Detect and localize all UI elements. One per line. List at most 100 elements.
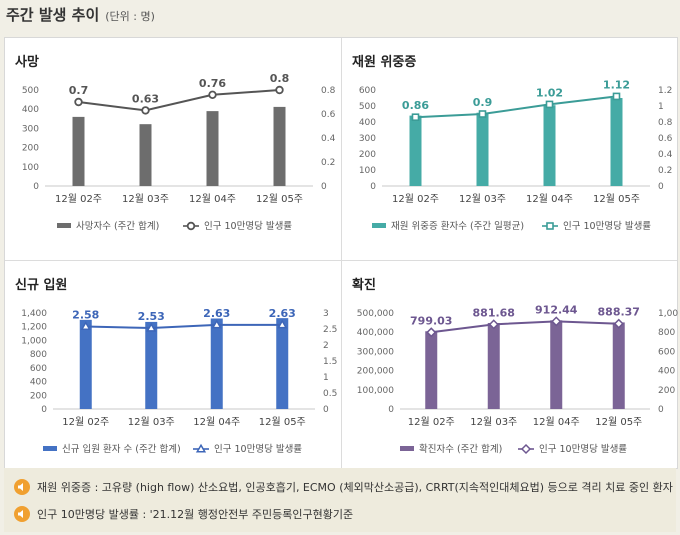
bar [409,115,422,186]
speaker-icon [14,479,30,495]
bar [476,112,489,186]
left-axis-tick: 0 [41,405,47,415]
bar [487,322,500,409]
left-axis-tick: 300 [22,124,39,134]
left-axis-tick: 500 [22,86,39,96]
rate-point [612,92,621,101]
data-label: 799.03 [410,314,452,327]
right-axis-tick: 1 [658,102,664,112]
left-axis-tick: 600 [359,86,376,96]
chart-svg: 사망 0 100 200 300 400 500 0 0.2 0.4 0.6 0.8 12월 02주 12… [15,54,336,232]
left-axis-tick: 100 [22,163,39,173]
section-header: 주간 발생 추이 (단위 : 명) [6,4,155,28]
right-axis-tick: 1.2 [658,86,672,96]
x-axis-tick: 12월 04주 [533,416,580,428]
legend-line-marker [520,443,532,455]
bar [550,320,563,409]
x-axis-tick: 12월 04주 [526,193,573,205]
left-axis-tick: 0 [370,182,376,192]
bar [276,318,289,409]
panel-admissions: 신규 입원 0 200 400 600 800 1,000 1,200 1,400 0 0.5 1 1.… [5,261,341,483]
right-axis-tick: 1 [323,373,329,383]
bar [543,105,556,186]
left-axis-tick: 0 [388,405,394,415]
unit-label: (단위 : 명) [105,10,155,23]
x-axis-tick: 12월 05주 [595,416,642,428]
rate-line [85,323,283,330]
right-axis-tick: 1.5 [323,357,337,367]
panel-deaths: 사망 0 100 200 300 400 500 0 0.2 0.4 0.6 0.8 12월 02주 12… [5,38,341,260]
rate-point [141,106,150,115]
data-label: 2.53 [138,310,165,323]
bar [425,331,438,409]
rate-point [211,319,222,329]
legend-bar-label: 사망자수 (주간 합계) [76,220,159,232]
right-axis-tick: 0.6 [658,134,673,144]
x-axis-tick: 12월 03주 [128,416,175,428]
rate-point [478,110,487,118]
left-axis-tick: 100 [359,166,376,176]
right-axis-tick: 400 [658,367,675,377]
rate-point [613,318,624,329]
data-label: 1.12 [603,78,630,91]
panel-confirmed: 확진 0 100,000 200,000 300,000 400,000 500,000 0 2… [342,261,678,483]
data-label: 2.63 [203,307,230,320]
rate-point [208,90,217,99]
speaker-icon [14,506,30,522]
bar [79,319,92,409]
right-axis-tick: 0.5 [323,389,337,399]
footnote-rate: 인구 10만명당 발생률 : '21.12월 행정안전부 주민등록인구현황기준 [14,506,353,522]
right-axis-tick: 600 [658,347,675,357]
left-axis-tick: 400 [30,378,47,388]
left-axis-tick: 500 [359,102,376,112]
data-label: 0.86 [402,99,429,112]
chart-title: 신규 입원 [15,278,67,293]
panel-critical: 재원 위중증 0 100 200 300 400 500 600 0 0.2 0.4 0.6 0.8 1 1… [342,38,678,260]
rate-point [488,319,499,330]
data-label: 2.58 [72,308,99,321]
chart-title: 확진 [352,277,376,293]
left-axis-tick: 200 [22,144,39,154]
rate-line [78,89,280,112]
right-axis-tick: 800 [658,328,675,338]
legend-line-label: 인구 10만명당 발생률 [539,444,627,455]
rate-point [411,113,420,121]
legend-line-label: 인구 10만명당 발생률 [214,444,302,455]
bar [273,106,286,186]
chart-title: 재원 위중증 [352,55,416,70]
legend-bar-label: 신규 입원 환자 수 (주간 합계) [62,443,181,455]
rate-line [431,320,619,334]
grid-divider-horizontal [5,260,677,261]
charts-grid: 사망 0 100 200 300 400 500 0 0.2 0.4 0.6 0.8 12월 02주 12… [4,37,678,469]
bar [72,116,85,186]
legend-bar-swatch [372,223,386,228]
bar [210,318,223,409]
right-axis-tick: 3 [323,309,329,319]
right-axis-tick: 0 [321,182,327,192]
right-axis-tick: 0 [658,182,664,192]
x-axis-tick: 12월 02주 [62,416,109,428]
bar [610,98,623,186]
rate-point [80,321,91,330]
legend-bar-label: 확진자수 (주간 합계) [419,443,502,455]
data-label: 912.44 [535,303,578,316]
rate-point [545,100,554,109]
left-axis-tick: 600 [30,364,47,374]
chart-svg: 확진 0 100,000 200,000 300,000 400,000 500,000 0 2… [352,277,678,455]
left-axis-tick: 200,000 [357,367,394,377]
rate-point [426,327,437,338]
data-label: 888.37 [598,306,640,319]
right-axis-tick: 200 [658,386,675,396]
x-axis-tick: 12월 05주 [256,193,303,205]
left-axis-tick: 500,000 [357,309,394,319]
left-axis-tick: 300 [359,134,376,144]
right-axis-tick: 0.8 [658,118,673,128]
right-axis-tick: 2 [323,341,329,351]
right-axis-tick: 0.6 [321,110,336,120]
x-axis-tick: 12월 05주 [259,416,306,428]
legend-line-marker [186,221,196,231]
legend-bar-label: 재원 위중증 환자수 (주간 일평균) [391,220,524,232]
x-axis-tick: 12월 03주 [459,193,506,205]
left-axis-tick: 200 [359,150,376,160]
legend-line-label: 인구 10만명당 발생률 [204,221,292,232]
